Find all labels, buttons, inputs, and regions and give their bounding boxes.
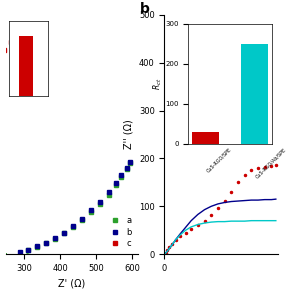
c — [15, 35, 19, 38]
b — [35, 245, 38, 248]
a — [125, 167, 129, 171]
b — [114, 181, 118, 185]
c — [2, 48, 6, 51]
Line: c: c — [0, 35, 19, 250]
a — [89, 211, 92, 214]
a — [120, 175, 123, 179]
Bar — [19, 36, 33, 96]
Y-axis label: Z'' (Ω): Z'' (Ω) — [123, 120, 133, 150]
b — [53, 236, 57, 240]
b — [71, 224, 74, 228]
a — [71, 225, 74, 229]
a — [62, 231, 65, 235]
b — [62, 231, 65, 234]
b — [125, 166, 129, 170]
b — [98, 200, 101, 204]
c — [10, 40, 13, 44]
Legend: a, b, c: a, b, c — [106, 215, 133, 250]
a — [98, 202, 101, 206]
Line: b: b — [19, 160, 132, 254]
b — [44, 241, 48, 244]
Text: b: b — [139, 1, 149, 16]
b — [80, 217, 83, 220]
Bar — [241, 44, 268, 144]
Y-axis label: $R_{ct}$: $R_{ct}$ — [151, 77, 164, 90]
b — [89, 208, 92, 212]
a — [53, 237, 57, 240]
b — [19, 250, 22, 254]
a — [107, 193, 111, 196]
a — [35, 245, 38, 249]
Bar — [192, 132, 219, 144]
a — [114, 183, 118, 187]
X-axis label: Z' (Ω): Z' (Ω) — [58, 278, 86, 289]
Line: a: a — [26, 161, 132, 252]
a — [129, 161, 132, 165]
b — [129, 160, 132, 163]
Text: CuS-RGO/Ab/SPE: CuS-RGO/Ab/SPE — [255, 146, 287, 179]
b — [107, 191, 111, 194]
a — [80, 218, 83, 222]
Text: CuS-RGO/SPE: CuS-RGO/SPE — [206, 146, 233, 173]
a — [26, 248, 29, 252]
a — [44, 242, 48, 245]
b — [26, 248, 29, 251]
b — [120, 173, 123, 176]
